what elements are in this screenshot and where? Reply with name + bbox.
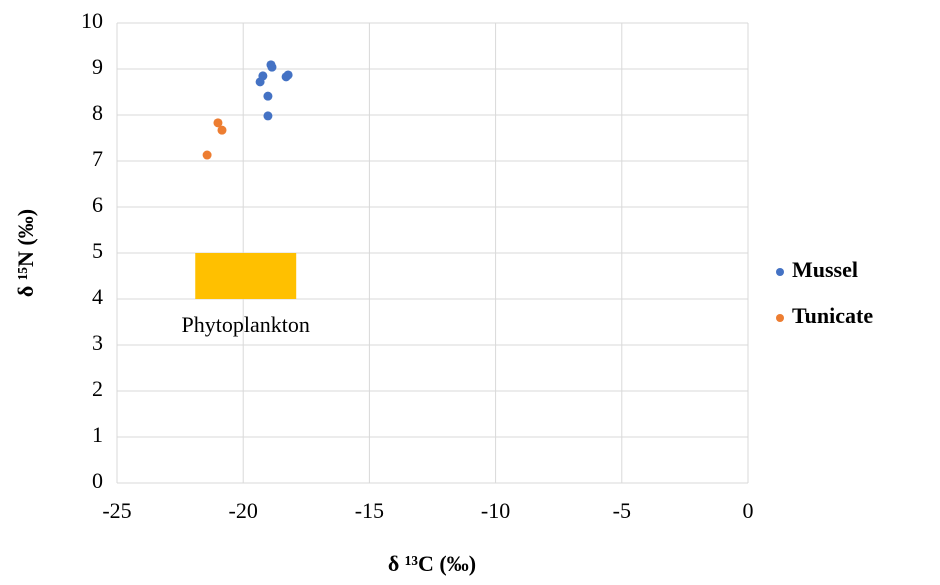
- point: [258, 71, 268, 81]
- y-tick-label: 4: [92, 284, 103, 309]
- point: [267, 62, 277, 72]
- y-tick-label: 3: [92, 330, 103, 355]
- point: [263, 91, 273, 101]
- legend-marker: [776, 314, 784, 322]
- x-tick-label: -20: [229, 498, 258, 523]
- region-label: Phytoplankton: [182, 312, 310, 337]
- x-tick-label: -15: [355, 498, 384, 523]
- x-tick-label: -5: [613, 498, 631, 523]
- point: [202, 150, 212, 160]
- point: [283, 70, 293, 80]
- x-tick-label: -25: [102, 498, 131, 523]
- y-tick-label: 2: [92, 376, 103, 401]
- y-tick-label: 10: [81, 8, 103, 33]
- y-tick-label: 6: [92, 192, 103, 217]
- y-tick-label: 1: [92, 422, 103, 447]
- x-tick-label: -10: [481, 498, 510, 523]
- y-axis-label: δ ¹⁵N (‰): [13, 209, 38, 297]
- point: [217, 125, 227, 135]
- point: [263, 111, 273, 121]
- x-axis-label: δ ¹³C (‰): [388, 551, 476, 576]
- point: [213, 118, 223, 128]
- legend-label: Tunicate: [792, 303, 873, 328]
- legend-marker: [776, 268, 784, 276]
- x-tick-label: 0: [743, 498, 754, 523]
- region: [195, 253, 297, 299]
- y-tick-label: 9: [92, 54, 103, 79]
- y-tick-label: 5: [92, 238, 103, 263]
- legend-label: Mussel: [792, 257, 858, 282]
- y-tick-label: 7: [92, 146, 103, 171]
- y-tick-label: 8: [92, 100, 103, 125]
- y-tick-label: 0: [92, 468, 103, 493]
